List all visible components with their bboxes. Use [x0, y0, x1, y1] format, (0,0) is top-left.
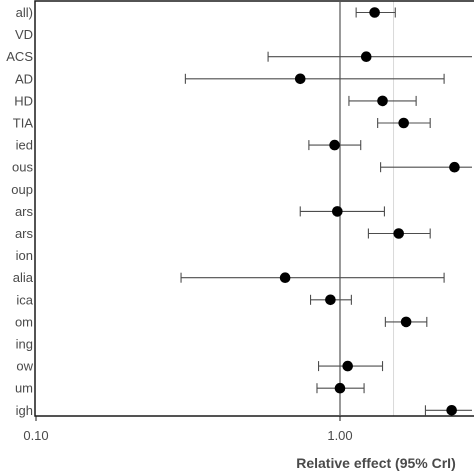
x-tick-label: 0.10 [23, 428, 48, 443]
row-label: ion [16, 248, 33, 263]
row-label: TIA [13, 116, 34, 131]
row-label: ars [15, 226, 34, 241]
point-estimate [446, 405, 457, 416]
x-axis-title: Relative effect (95% CrI) [296, 455, 456, 471]
point-estimate [332, 206, 343, 217]
x-tick-label: 1.00 [327, 428, 352, 443]
row-label: AD [15, 71, 33, 86]
row-labels: all) VD ACS AD HD TIA ied ous oup ars ars ion alia ic… [6, 5, 33, 418]
point-estimate [360, 51, 372, 62]
row-label: ing [16, 337, 33, 352]
point-estimate [325, 294, 336, 306]
row-label: ow [16, 359, 33, 374]
x-axis-ticks: 0.10 1.00 [23, 416, 353, 443]
row-label: ous [12, 160, 33, 175]
row-label: ACS [6, 49, 33, 64]
row-label: all) [16, 5, 33, 20]
point-estimate [398, 117, 409, 129]
plot-frame [34, 0, 474, 417]
row-label: om [15, 314, 33, 329]
row-label: igh [16, 403, 33, 418]
row-label: um [15, 381, 33, 396]
point-estimate [449, 161, 460, 173]
row-label: VD [15, 27, 33, 42]
row-label: HD [14, 93, 33, 108]
row-label: alia [13, 270, 34, 285]
point-estimate [377, 95, 388, 107]
point-estimate [294, 73, 306, 85]
point-estimate [334, 382, 346, 394]
point-estimate [369, 7, 380, 18]
estimates [180, 7, 472, 416]
row-label: ica [16, 292, 33, 307]
row-label: ied [16, 138, 33, 153]
point-estimate [279, 272, 291, 284]
point-estimate [342, 360, 353, 372]
point-estimate [329, 139, 340, 151]
point-estimate [393, 228, 405, 239]
point-estimate [400, 316, 412, 328]
row-label: oup [11, 182, 33, 197]
row-label: ars [15, 204, 34, 219]
